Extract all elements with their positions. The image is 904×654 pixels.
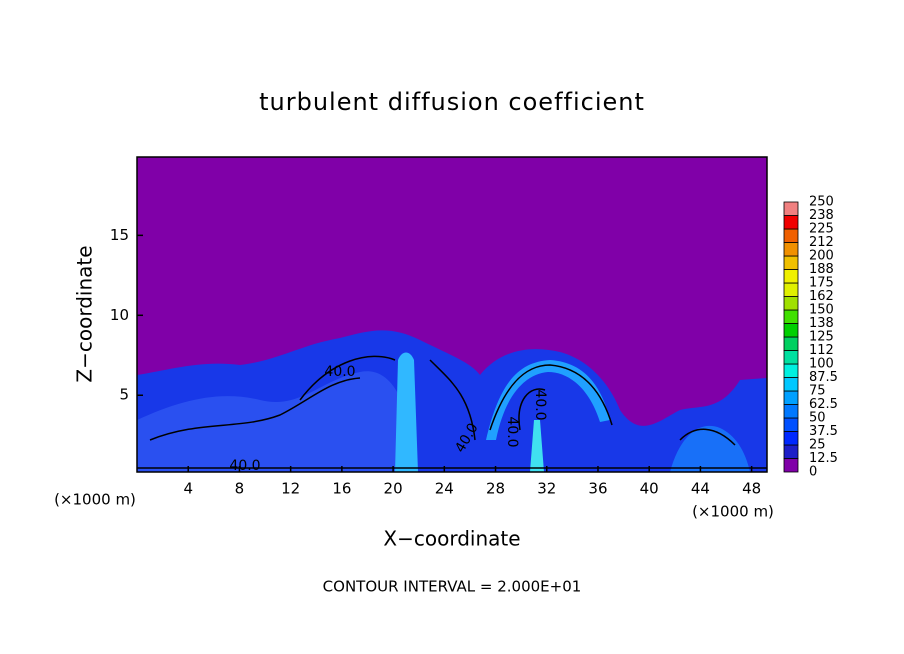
x-tick-label: 36 bbox=[588, 480, 607, 498]
x-tick-label: 4 bbox=[183, 480, 193, 498]
colorbar-label: 250 bbox=[809, 195, 834, 210]
colorbar-label: 175 bbox=[809, 276, 834, 291]
x-tick-label: 48 bbox=[742, 480, 761, 498]
x-axis-title: X−coordinate bbox=[383, 527, 520, 551]
colorbar-label: 188 bbox=[809, 262, 834, 277]
colorbar-box bbox=[783, 377, 799, 392]
plot-frame bbox=[136, 156, 768, 473]
field-region bbox=[530, 420, 544, 472]
colorbar-box bbox=[783, 323, 799, 338]
colorbar-label: 112 bbox=[809, 343, 834, 358]
colorbar-label: 50 bbox=[809, 411, 826, 426]
x-tick-label: 8 bbox=[235, 480, 245, 498]
colorbar-box bbox=[783, 296, 799, 311]
colorbar-box bbox=[783, 201, 799, 216]
colorbar-label: 200 bbox=[809, 249, 834, 264]
x-tick-label: 44 bbox=[691, 480, 710, 498]
colorbar-label: 150 bbox=[809, 303, 834, 318]
contour-label: 40.0 bbox=[324, 364, 355, 380]
y-axis-title: Z−coordinate bbox=[73, 245, 97, 382]
colorbar-label: 87.5 bbox=[809, 370, 838, 385]
colorbar-label: 0 bbox=[809, 465, 817, 480]
colorbar-label: 212 bbox=[809, 235, 834, 250]
colorbar-label: 100 bbox=[809, 357, 834, 372]
x-tick-label: 28 bbox=[486, 480, 505, 498]
y-tick-label: 15 bbox=[110, 226, 129, 244]
contour-label: 40.0 bbox=[504, 416, 520, 447]
colorbar-box bbox=[783, 242, 799, 257]
colorbar-label: 225 bbox=[809, 222, 834, 237]
y-tick-label: 5 bbox=[119, 386, 129, 404]
colorbar-box bbox=[783, 444, 799, 459]
x-tick-label: 16 bbox=[332, 480, 351, 498]
colorbar-box bbox=[783, 309, 799, 324]
colorbar-box bbox=[783, 228, 799, 243]
colorbar-label: 75 bbox=[809, 384, 826, 399]
colorbar-box bbox=[783, 431, 799, 446]
x-tick-label: 20 bbox=[384, 480, 403, 498]
colorbar-label: 37.5 bbox=[809, 424, 838, 439]
colorbar-label: 125 bbox=[809, 330, 834, 345]
colorbar-box bbox=[783, 404, 799, 419]
field-region bbox=[395, 352, 418, 472]
x-unit-label: (×1000 m) bbox=[54, 491, 136, 509]
x-tick-label: 32 bbox=[537, 480, 556, 498]
y-tick-label: 10 bbox=[110, 306, 129, 324]
chart-title: turbulent diffusion coefficient bbox=[259, 88, 645, 116]
colorbar-label: 138 bbox=[809, 316, 834, 331]
colorbar-box bbox=[783, 390, 799, 405]
colorbar-label: 62.5 bbox=[809, 397, 838, 412]
colorbar-box bbox=[783, 255, 799, 270]
contour-line bbox=[149, 355, 736, 446]
colorbar-box bbox=[783, 458, 799, 473]
colorbar-label: 238 bbox=[809, 208, 834, 223]
footnote: CONTOUR INTERVAL = 2.000E+01 bbox=[323, 578, 582, 596]
field-region bbox=[137, 371, 410, 472]
colorbar-label: 12.5 bbox=[809, 451, 838, 466]
colorbar-label: 25 bbox=[809, 438, 826, 453]
contour-label: 40.0 bbox=[229, 458, 260, 474]
colorbar-box bbox=[783, 269, 799, 284]
x-tick-label: 12 bbox=[281, 480, 300, 498]
colorbar-box bbox=[783, 363, 799, 378]
colorbar-box bbox=[783, 417, 799, 432]
colorbar-label: 162 bbox=[809, 289, 834, 304]
field bbox=[137, 330, 767, 472]
x-tick-label: 40 bbox=[640, 480, 659, 498]
colorbar-box bbox=[783, 215, 799, 230]
contour-label: 40.0 bbox=[532, 389, 548, 420]
x-unit-label: (×1000 m) bbox=[692, 503, 774, 521]
colorbar-box bbox=[783, 336, 799, 351]
field-region bbox=[670, 425, 750, 472]
x-tick-label: 24 bbox=[435, 480, 454, 498]
colorbar-box bbox=[783, 350, 799, 365]
colorbar-box bbox=[783, 282, 799, 297]
